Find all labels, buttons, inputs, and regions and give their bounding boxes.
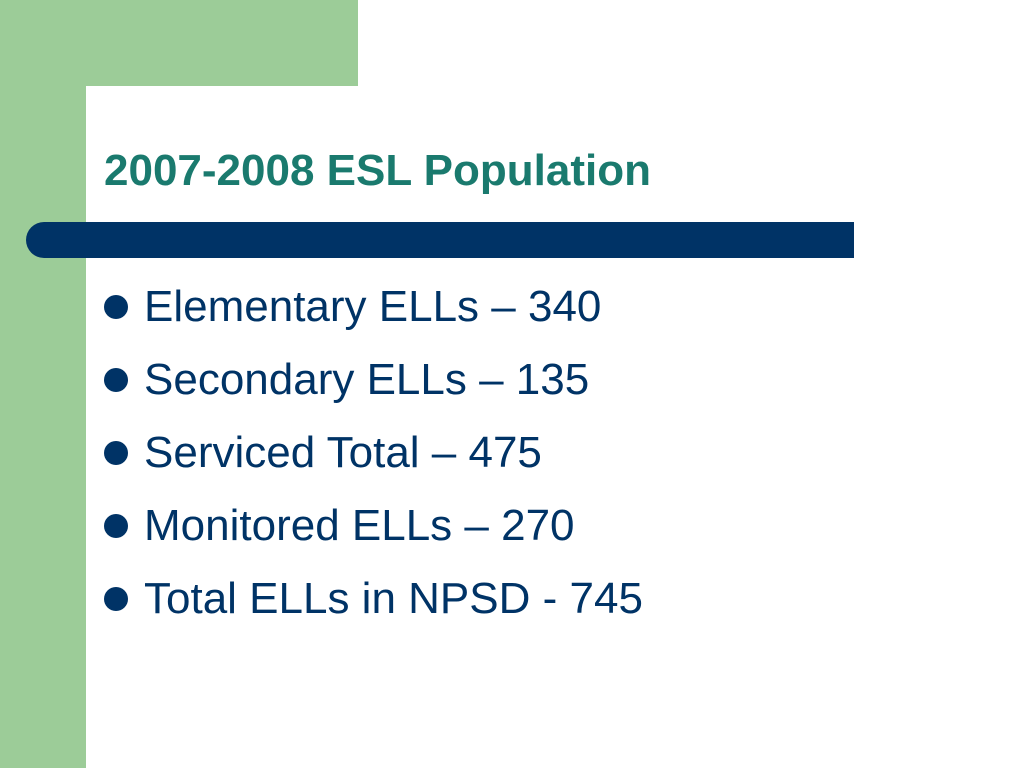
bullet-item-elementary: Elementary ELLs – 340 [104,270,643,343]
bullet-text: Serviced Total – 475 [144,427,542,477]
bullet-dot-icon [104,294,128,319]
bullet-text: Secondary ELLs – 135 [144,354,590,404]
bullet-dot-icon [104,440,128,465]
bullet-list: Elementary ELLs – 340 Secondary ELLs – 1… [104,270,643,635]
decorative-green-band-top [0,0,358,86]
slide-title: 2007-2008 ESL Population [104,146,651,195]
bullet-text: Monitored ELLs – 270 [144,500,575,550]
title-divider-bar [26,222,854,258]
bullet-item-total: Total ELLs in NPSD - 745 [104,562,643,635]
bullet-item-serviced-total: Serviced Total – 475 [104,416,643,489]
bullet-text: Elementary ELLs – 340 [144,281,602,331]
bullet-dot-icon [104,513,128,538]
bullet-item-monitored: Monitored ELLs – 270 [104,489,643,562]
content-area-rounded-corner [86,86,146,146]
bullet-dot-icon [104,367,128,392]
decorative-green-band-left [0,0,86,768]
bullet-text: Total ELLs in NPSD - 745 [144,573,643,623]
bullet-item-secondary: Secondary ELLs – 135 [104,343,643,416]
bullet-dot-icon [104,586,128,611]
